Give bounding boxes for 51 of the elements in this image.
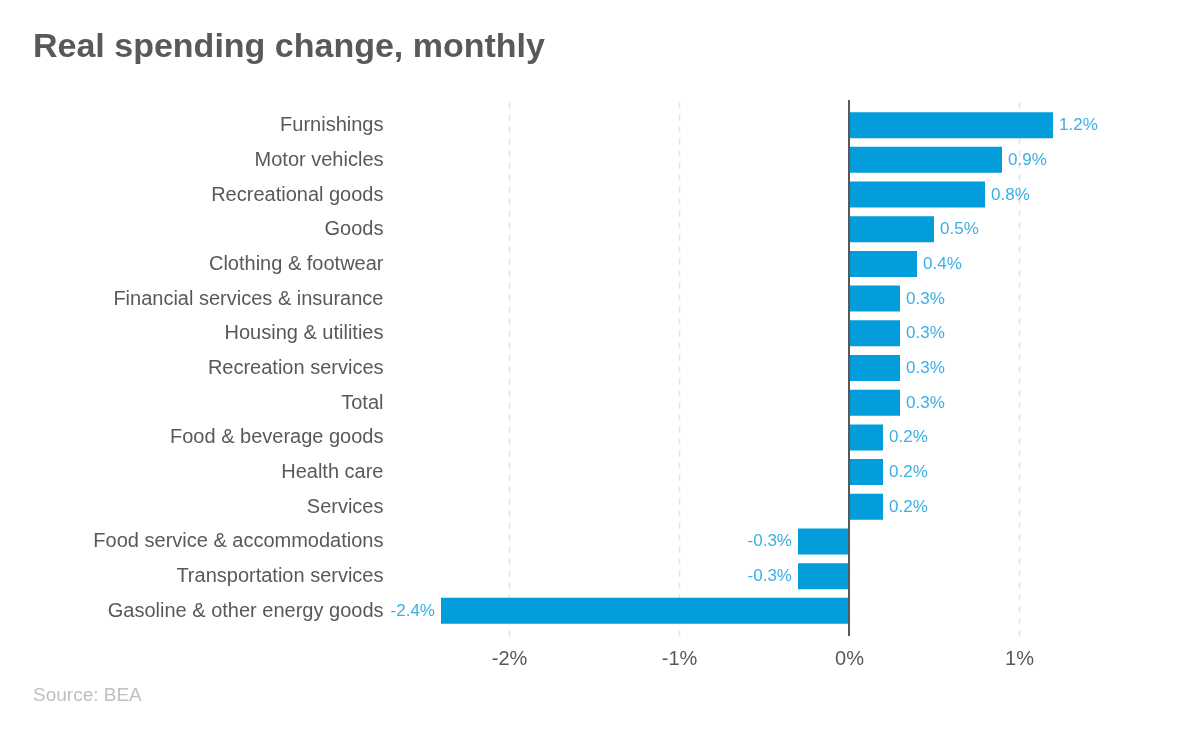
bar [849, 216, 934, 243]
y-tick-label: Clothing & footwear [208, 251, 384, 274]
data-label: 0.5% [940, 219, 979, 239]
bar [849, 459, 883, 486]
y-tick-label: Services [306, 494, 384, 517]
y-tick-label: Financial services & insurance [113, 286, 384, 309]
x-tick-label: -2% [491, 646, 528, 669]
bar [849, 146, 1002, 173]
data-label: -0.3% [747, 531, 792, 551]
data-label: 0.4% [923, 253, 962, 273]
x-tick-label: 0% [835, 646, 865, 669]
data-label: 0.3% [906, 288, 945, 308]
bar [849, 354, 900, 382]
bar [849, 389, 900, 416]
y-tick-label: Total [341, 390, 384, 413]
bar [849, 424, 883, 451]
y-tick-label: Housing & utilities [224, 321, 384, 344]
data-label: 0.3% [906, 323, 945, 343]
data-label: -2.4% [390, 600, 435, 620]
x-tick-label: 1% [1005, 646, 1035, 669]
y-tick-label: Gasoline & other energy goods [107, 598, 384, 621]
y-tick-label: Recreational goods [211, 182, 384, 205]
source-note: Source: BEA [33, 684, 143, 705]
y-tick-label: Food & beverage goods [170, 425, 384, 448]
bar [849, 181, 985, 208]
bar [441, 597, 849, 624]
bar [798, 528, 849, 555]
y-tick-label: Transportation services [176, 564, 384, 587]
y-tick-label: Food service & accommodations [93, 529, 384, 552]
data-label: 0.8% [991, 184, 1030, 204]
chart-title: Real spending change, monthly [33, 26, 546, 64]
data-label: -0.3% [747, 566, 792, 586]
bar [849, 112, 1053, 139]
data-label: 0.3% [906, 392, 945, 412]
bar [849, 285, 900, 312]
y-tick-label: Recreation services [207, 356, 384, 378]
y-tick-label: Motor vehicles [254, 147, 384, 170]
data-label: 0.2% [889, 427, 928, 447]
bar [798, 563, 849, 590]
data-label: 1.2% [1059, 115, 1098, 135]
y-tick-label: Furnishings [280, 113, 384, 136]
y-tick-label: Health care [281, 460, 384, 483]
data-label: 0.2% [889, 462, 928, 482]
y-tick-label: Goods [324, 217, 384, 240]
bar [849, 320, 900, 347]
bar [849, 250, 917, 277]
x-tick-label: -1% [661, 646, 698, 669]
data-label: 0.9% [1008, 149, 1047, 169]
data-label: 0.2% [889, 496, 928, 516]
bar [849, 493, 883, 520]
data-label: 0.3% [906, 358, 945, 377]
